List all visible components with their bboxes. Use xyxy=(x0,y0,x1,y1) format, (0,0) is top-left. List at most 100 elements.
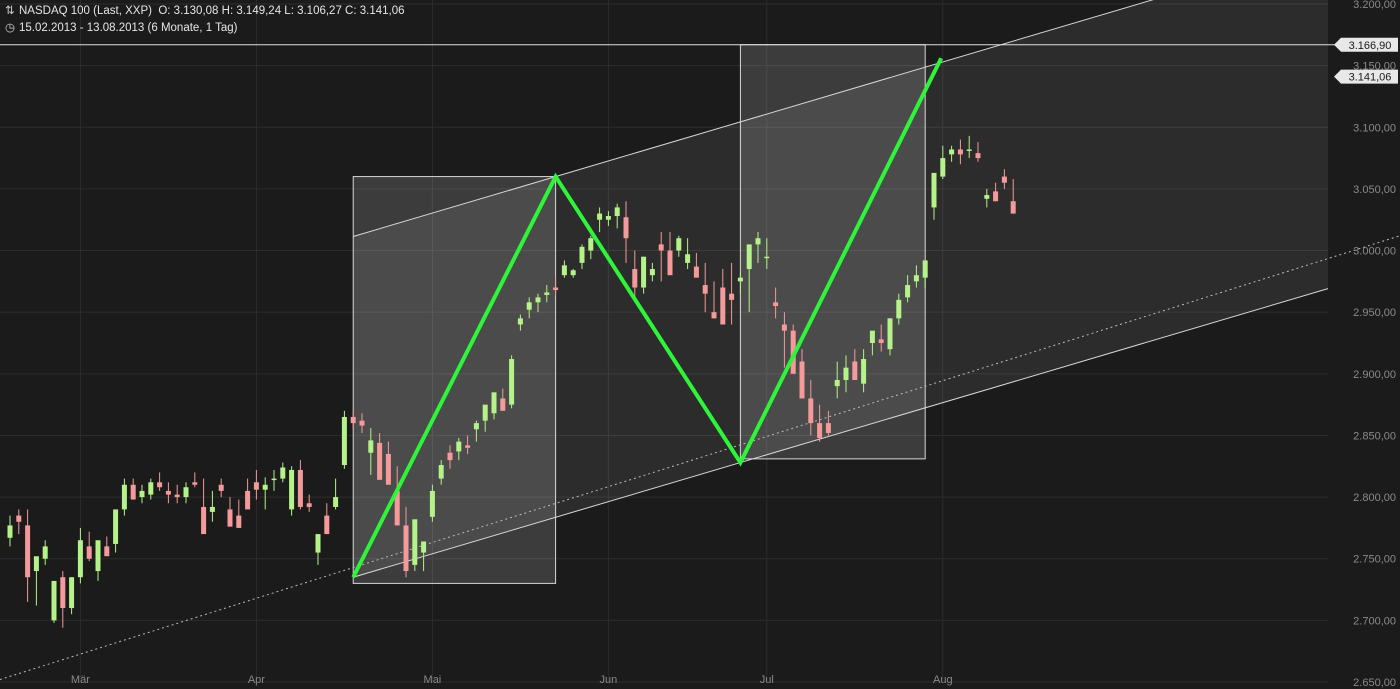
candle-body xyxy=(605,216,611,220)
candle xyxy=(289,466,295,516)
y-tick-label: 3.000,00 xyxy=(1353,246,1396,258)
candle-body xyxy=(139,490,145,498)
candle xyxy=(781,312,787,368)
candle-body xyxy=(553,287,559,290)
x-tick-label: Aug xyxy=(933,674,953,686)
zigzag-trend-line xyxy=(351,57,943,579)
candle xyxy=(588,235,594,260)
candle-body xyxy=(385,453,391,485)
candle xyxy=(940,145,946,180)
candle xyxy=(966,135,972,159)
date-range-info: ◷ 15.02.2013 - 13.08.2013 (6 Monate, 1 Ta… xyxy=(4,21,237,35)
candle xyxy=(42,540,48,565)
candle-body xyxy=(869,330,875,343)
candle-body xyxy=(447,452,453,461)
candle-body xyxy=(121,484,127,510)
candle xyxy=(148,478,154,500)
candle xyxy=(553,277,559,297)
candle xyxy=(825,410,831,436)
candle xyxy=(227,497,233,527)
candle xyxy=(667,232,673,276)
candle xyxy=(218,478,224,498)
candle-body xyxy=(289,469,295,510)
candle-body xyxy=(685,254,691,263)
candle-body xyxy=(957,149,963,155)
candle-body xyxy=(878,339,884,343)
candle-body xyxy=(280,467,286,479)
candles xyxy=(7,135,1016,628)
candle-body xyxy=(113,509,119,544)
candle xyxy=(157,472,163,491)
candle-body xyxy=(69,577,75,609)
candle xyxy=(852,349,858,380)
date-range: 15.02.2013 - 13.08.2013 (6 Monate, 1 Tag… xyxy=(19,22,238,34)
candle xyxy=(86,531,92,562)
candle-body xyxy=(394,490,400,526)
candle-body xyxy=(579,246,585,263)
candle-body xyxy=(702,285,708,294)
candle xyxy=(412,519,418,572)
candle-body xyxy=(192,482,198,485)
candle xyxy=(711,281,717,319)
candle-body xyxy=(913,275,919,282)
candle xyxy=(359,413,365,433)
candle-body xyxy=(315,534,321,553)
candle-body xyxy=(25,525,31,578)
candle-body xyxy=(905,285,911,298)
candle xyxy=(544,285,550,303)
channel-lower-line xyxy=(353,288,1329,578)
time-axis: Mär Apr Mai Jun Jul Aug xyxy=(71,674,953,686)
candle-body xyxy=(614,207,620,217)
candle-body xyxy=(412,519,418,565)
x-tick-label: Mär xyxy=(71,674,90,686)
candle xyxy=(377,432,383,480)
candle xyxy=(385,441,391,485)
ohlc-values: O: 3.130,08 H: 3.149,24 L: 3.106,27 C: 3… xyxy=(158,5,405,17)
candle-body xyxy=(641,256,647,288)
candle-body xyxy=(526,302,532,310)
price-tag: 3.166,90 xyxy=(1334,37,1398,52)
candle xyxy=(632,250,638,300)
candle xyxy=(685,238,691,270)
candle xyxy=(245,478,251,510)
candle-body xyxy=(834,379,840,387)
candle xyxy=(33,556,39,606)
candle-body xyxy=(861,359,867,384)
candle-body xyxy=(949,149,955,155)
candle-body xyxy=(262,484,268,490)
candle-body xyxy=(711,312,717,319)
candle-body xyxy=(60,577,66,609)
candle xyxy=(350,410,356,430)
clock-icon: ◷ xyxy=(4,22,16,34)
candle-body xyxy=(1001,176,1007,183)
candle-body xyxy=(632,269,638,288)
candle-body xyxy=(350,416,356,424)
price-tag: 3.141,06 xyxy=(1334,69,1398,84)
candle-body xyxy=(465,445,471,448)
candle-body xyxy=(157,482,163,488)
candle-body xyxy=(808,398,814,424)
price-tag-label: 3.141,06 xyxy=(1349,72,1392,84)
price-tag-label: 3.166,90 xyxy=(1349,40,1392,52)
candle xyxy=(702,262,708,313)
candle-body xyxy=(993,191,999,202)
candle-body xyxy=(377,442,383,480)
candle xyxy=(1001,169,1007,189)
candle xyxy=(905,275,911,303)
candle xyxy=(896,293,902,325)
candle xyxy=(526,297,532,319)
candle-body xyxy=(333,497,339,507)
y-tick-label: 3.200,00 xyxy=(1353,0,1396,11)
candle-body xyxy=(306,503,312,507)
candle-body xyxy=(253,482,259,490)
candle-body xyxy=(693,266,699,278)
candle-body xyxy=(896,299,902,319)
candle-body xyxy=(245,490,251,510)
candle xyxy=(693,253,699,278)
candle xyxy=(737,272,743,294)
candle-body xyxy=(77,540,83,578)
candle-body xyxy=(16,515,22,522)
candle-body xyxy=(852,361,858,380)
